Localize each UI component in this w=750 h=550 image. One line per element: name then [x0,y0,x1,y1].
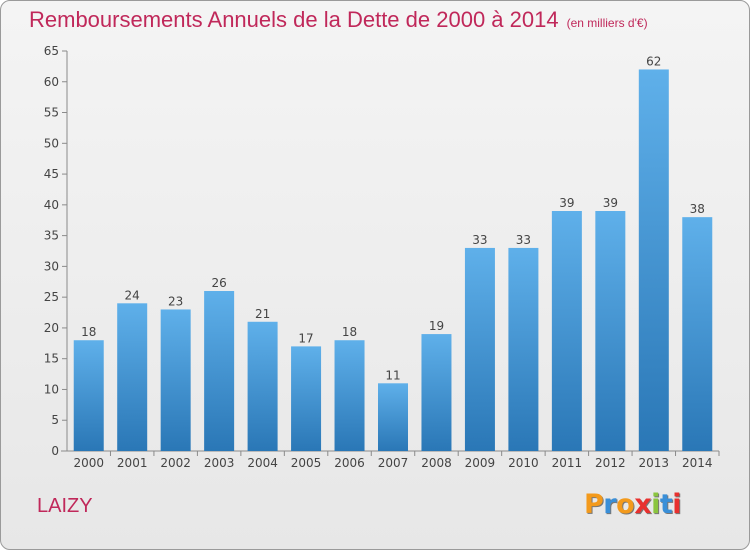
logo-letter: i [651,489,660,520]
bar-value-label: 19 [429,319,444,333]
bar-value-label: 38 [690,202,705,216]
bar [682,217,713,451]
y-tick-label: 20 [44,321,59,335]
bar-value-label: 39 [559,196,574,210]
bars [73,69,713,451]
x-tick-label: 2004 [247,456,278,470]
bar-value-label: 33 [472,233,487,247]
x-tick-label: 2014 [682,456,713,470]
x-tick-label: 2007 [378,456,409,470]
y-tick-label: 15 [44,352,59,366]
y-tick-label: 25 [44,290,59,304]
place-name: LAIZY [37,495,93,517]
bar-value-label: 17 [298,331,313,345]
y-tick-label: 35 [44,229,59,243]
x-tick-label: 2001 [117,456,148,470]
x-tick-label: 2000 [73,456,104,470]
x-tick-label: 2005 [291,456,322,470]
x-tick-label: 2006 [334,456,365,470]
bar-value-label: 26 [211,276,226,290]
bar [73,340,104,451]
logo-letter: x [634,489,652,520]
data-labels: 18 24 23 26 21 17 18 11 19 33 33 39 39 62 38 [81,54,705,382]
bar-value-label: 33 [516,233,531,247]
y-tick-label: 40 [44,198,59,212]
bar [160,309,191,451]
x-tick-label: 2010 [508,456,539,470]
x-tick-label: 2013 [639,456,670,470]
y-tick-label: 60 [44,75,59,89]
bar [551,211,582,451]
bar-value-label: 18 [81,325,96,339]
x-tick-label: 2008 [421,456,452,470]
x-tick-label: 2011 [552,456,583,470]
x-tick-label: 2009 [465,456,496,470]
bar-value-label: 11 [385,368,400,382]
y-tick-label: 45 [44,167,59,181]
proxiti-logo: Proxiti [584,489,682,520]
bar-value-label: 62 [646,54,661,68]
bar [595,211,626,451]
bar [508,247,539,451]
y-tick-label: 30 [44,259,59,273]
x-tick-label: 2012 [595,456,626,470]
logo-letter: i [672,489,682,520]
y-tick-label: 55 [44,106,59,120]
logo-letter: P [584,489,604,520]
logo-letter: o [616,489,635,520]
x-tick-label: 2002 [160,456,191,470]
bar-value-label: 39 [603,196,618,210]
chart-title: Remboursements Annuels de la Dette de 20… [29,7,559,32]
bar-value-label: 24 [125,288,140,302]
y-tick-label: 10 [44,382,59,396]
axes: 0 5 10 15 20 25 30 35 40 45 50 55 60 65 2000 2001 2002 20… [44,44,720,470]
bar [247,321,278,451]
bar [638,69,669,451]
bar [378,383,408,451]
bar [291,346,322,451]
bar [464,247,495,451]
chart-unit: (en milliers d'€) [566,16,648,30]
bar [204,291,235,451]
logo-letter: r [603,489,617,520]
y-tick-label: 50 [44,136,59,150]
bar-value-label: 21 [255,307,270,321]
logo-letter: t [659,489,673,520]
x-tick-label: 2003 [204,456,235,470]
y-tick-label: 5 [51,413,59,427]
bar [117,303,148,451]
bar-value-label: 18 [342,325,357,339]
bar [334,340,365,451]
bar-value-label: 23 [168,294,183,308]
y-tick-label: 65 [44,44,59,58]
chart-title-block: Remboursements Annuels de la Dette de 20… [29,7,648,33]
bar [421,334,452,451]
y-tick-label: 0 [51,444,59,458]
